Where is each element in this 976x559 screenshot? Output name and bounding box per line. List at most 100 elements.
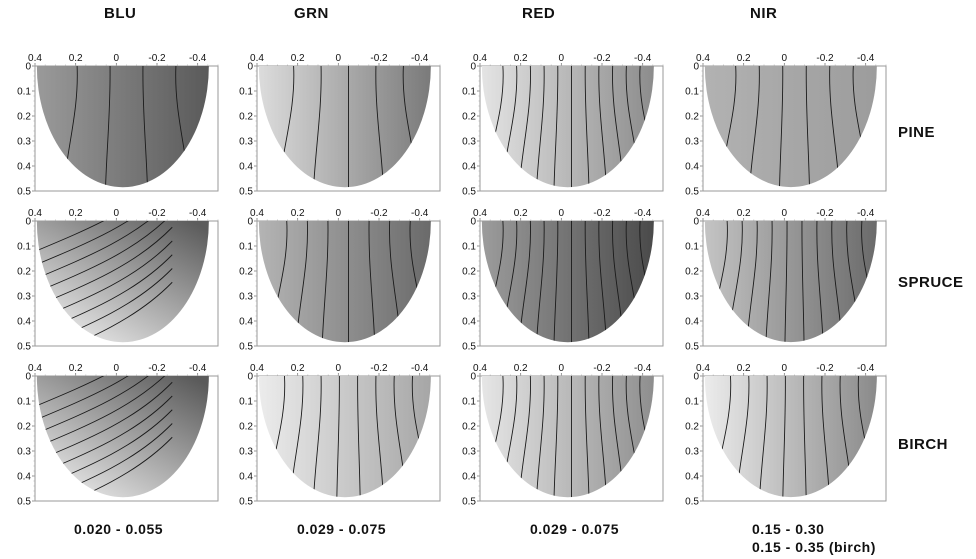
y-tick-label: 0.1: [462, 87, 476, 98]
x-tick-label: 0.2: [69, 53, 83, 64]
x-axis: 0.4 0.2 0 -0.2 -0.4: [250, 208, 441, 221]
range-label: 0.029 - 0.075: [530, 521, 620, 537]
y-tick-label: 0.2: [239, 267, 253, 278]
y-axis: 0 0.1 0.2 0.3 0.4 0.5: [685, 372, 703, 508]
x-tick-label: 0.4: [250, 363, 264, 374]
x-tick-label: 0.2: [291, 53, 305, 64]
x-tick-label: 0.4: [473, 53, 487, 64]
x-tick-label: 0.4: [696, 363, 710, 374]
x-tick-label: 0.4: [250, 208, 264, 219]
x-tick-label: -0.4: [189, 53, 207, 64]
y-tick-label: 0: [693, 217, 699, 228]
x-tick-label: -0.2: [148, 53, 166, 64]
x-axis: 0.4 0.2 0 -0.2 -0.4: [696, 208, 887, 221]
x-tick-label: -0.4: [411, 363, 429, 374]
x-tick-label: 0.4: [28, 363, 42, 374]
y-tick-label: 0.4: [462, 472, 476, 483]
y-tick-label: 0.1: [685, 397, 699, 408]
shaded-region: [481, 221, 654, 343]
y-tick-label: 0.3: [685, 292, 699, 303]
x-tick-label: -0.2: [148, 363, 166, 374]
x-tick-label: 0: [114, 208, 120, 219]
x-axis: 0.4 0.2 0 -0.2 -0.4: [473, 53, 664, 66]
y-tick-label: 0.3: [239, 447, 253, 458]
y-tick-label: 0.1: [462, 397, 476, 408]
shaded-region: [36, 221, 209, 343]
panel-spruce_grn: 0.4 0.2 0 -0.2 -0.4 0 0.1 0.2 0.3 0.4 0.5: [239, 208, 441, 353]
range-label: 0.15 - 0.35 (birch): [752, 539, 876, 555]
x-axis: 0.4 0.2 0 -0.2 -0.4: [473, 363, 664, 376]
panel-pine_nir: 0.4 0.2 0 -0.2 -0.4 0 0.1 0.2 0.3 0.4 0.5: [685, 53, 887, 198]
y-tick-label: 0.3: [685, 137, 699, 148]
x-tick-label: 0.2: [737, 363, 751, 374]
x-tick-label: 0: [782, 53, 788, 64]
y-tick-label: 0.2: [685, 112, 699, 123]
y-tick-label: 0.5: [17, 187, 31, 198]
column-title-red: RED: [522, 5, 556, 22]
shaded-region: [481, 66, 654, 188]
y-tick-label: 0.3: [462, 137, 476, 148]
row-label-pine: PINE: [898, 124, 936, 141]
x-tick-label: 0.2: [69, 208, 83, 219]
x-tick-label: -0.4: [411, 53, 429, 64]
x-tick-label: -0.2: [593, 208, 611, 219]
x-tick-label: 0: [336, 208, 342, 219]
shaded-region: [481, 376, 654, 498]
x-tick-label: 0: [559, 208, 565, 219]
y-tick-label: 0.4: [462, 317, 476, 328]
x-tick-label: -0.4: [857, 208, 875, 219]
x-tick-label: -0.4: [634, 208, 652, 219]
y-tick-label: 0.5: [239, 497, 253, 508]
x-tick-label: -0.2: [370, 53, 388, 64]
panel-spruce_nir: 0.4 0.2 0 -0.2 -0.4 0 0.1 0.2 0.3 0.4 0.5: [685, 208, 887, 353]
y-tick-label: 0.2: [17, 267, 31, 278]
shaded-region: [258, 221, 431, 343]
y-tick-label: 0.3: [239, 292, 253, 303]
panel-birch_nir: 0.4 0.2 0 -0.2 -0.4 0 0.1 0.2 0.3 0.4 0.5: [685, 363, 887, 508]
y-tick-label: 0.5: [685, 342, 699, 353]
x-tick-label: -0.4: [634, 363, 652, 374]
y-tick-label: 0.4: [685, 162, 699, 173]
y-tick-label: 0.4: [685, 317, 699, 328]
x-tick-label: -0.4: [857, 53, 875, 64]
y-tick-label: 0: [693, 372, 699, 383]
y-tick-label: 0.3: [17, 292, 31, 303]
panel-spruce_red: 0.4 0.2 0 -0.2 -0.4 0 0.1 0.2 0.3 0.4 0.5: [462, 208, 664, 353]
x-axis: 0.4 0.2 0 -0.2 -0.4: [696, 53, 887, 66]
x-axis: 0.4 0.2 0 -0.2 -0.4: [28, 363, 219, 376]
shaded-region: [36, 66, 209, 188]
x-tick-label: -0.4: [634, 53, 652, 64]
shaded-region: [258, 66, 431, 188]
panel-pine_red: 0.4 0.2 0 -0.2 -0.4 0 0.1 0.2 0.3 0.4 0.5: [462, 53, 664, 198]
y-tick-label: 0: [25, 217, 31, 228]
y-tick-label: 0.2: [17, 112, 31, 123]
x-tick-label: 0.2: [514, 363, 528, 374]
y-tick-label: 0.2: [239, 422, 253, 433]
x-tick-label: -0.4: [411, 208, 429, 219]
x-tick-label: -0.4: [189, 208, 207, 219]
y-tick-label: 0.1: [17, 242, 31, 253]
x-tick-label: -0.4: [189, 363, 207, 374]
y-tick-label: 0.5: [685, 187, 699, 198]
x-axis: 0.4 0.2 0 -0.2 -0.4: [250, 363, 441, 376]
y-tick-label: 0.4: [17, 162, 31, 173]
x-axis: 0.4 0.2 0 -0.2 -0.4: [250, 53, 441, 66]
y-tick-label: 0.1: [685, 242, 699, 253]
shaded-region: [704, 221, 877, 343]
y-tick-label: 0.4: [239, 162, 253, 173]
y-tick-label: 0.1: [239, 87, 253, 98]
row-label-birch: BIRCH: [898, 436, 948, 453]
x-tick-label: 0: [782, 208, 788, 219]
shaded-region: [36, 376, 209, 498]
y-tick-label: 0.5: [462, 342, 476, 353]
x-tick-label: 0.2: [69, 363, 83, 374]
y-tick-label: 0.4: [239, 317, 253, 328]
x-tick-label: 0.2: [737, 208, 751, 219]
column-title-grn: GRN: [294, 5, 329, 22]
y-tick-label: 0.2: [462, 267, 476, 278]
y-tick-label: 0.2: [462, 422, 476, 433]
panel-birch_red: 0.4 0.2 0 -0.2 -0.4 0 0.1 0.2 0.3 0.4 0.5: [462, 363, 664, 508]
y-tick-label: 0.1: [462, 242, 476, 253]
y-axis: 0 0.1 0.2 0.3 0.4 0.5: [685, 62, 703, 198]
y-tick-label: 0.2: [17, 422, 31, 433]
